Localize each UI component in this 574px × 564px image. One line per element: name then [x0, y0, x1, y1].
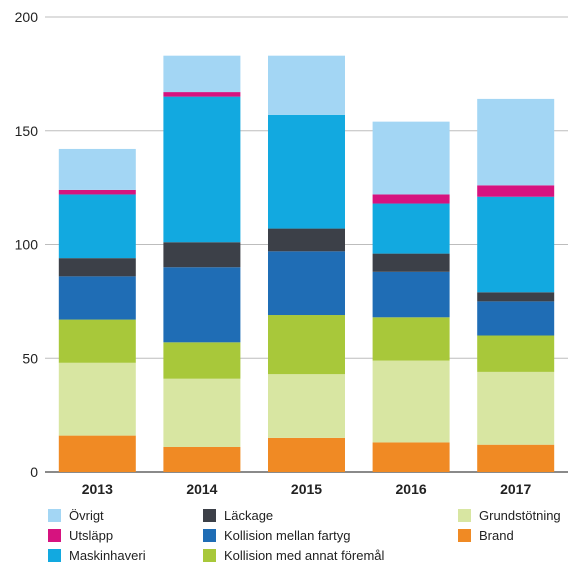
- bar-2013-övrigt: [58, 148, 136, 190]
- bar-2013-kollision-med-annat-föremål: [58, 319, 136, 363]
- bar-2013-grundstötning: [58, 362, 136, 436]
- bar-2015-maskinhaveri: [268, 114, 345, 229]
- x-tick-label-2013: 2013: [82, 481, 113, 497]
- x-tick-label-2014: 2014: [186, 481, 217, 497]
- bars: [58, 55, 555, 472]
- legend-swatch-brand: [458, 529, 471, 542]
- y-tick-label-150: 150: [15, 123, 39, 139]
- bar-2014-utsläpp: [163, 92, 241, 97]
- bar-2016-maskinhaveri: [372, 203, 450, 254]
- bar-2013-kollision-mellan-fartyg: [58, 276, 136, 320]
- legend-swatch-maskinhaveri: [48, 549, 61, 562]
- bar-2017-övrigt: [477, 98, 555, 186]
- bar-2016-utsläpp: [372, 194, 450, 204]
- bar-2015-kollision-mellan-fartyg: [268, 251, 345, 316]
- bar-2016-brand: [372, 442, 450, 472]
- bar-2014-maskinhaveri: [163, 96, 241, 243]
- legend-item-brand: Brand: [458, 528, 514, 543]
- bar-2017-läckage: [477, 292, 555, 302]
- bar-2013-brand: [58, 435, 136, 472]
- legend-swatch-kollision-fartyg: [203, 529, 216, 542]
- legend-swatch-grundstotning: [458, 509, 471, 522]
- bar-2015-brand: [268, 437, 345, 472]
- y-tick-label-200: 200: [15, 9, 39, 25]
- legend-item-kollision-fartyg: Kollision mellan fartyg: [203, 528, 350, 543]
- legend-label-kollision-foremal: Kollision med annat föremål: [224, 548, 385, 563]
- x-axis-ticks: 2013 2014 2015 2016 2017: [82, 481, 532, 497]
- bar-2014-läckage: [163, 242, 241, 268]
- bar-2016-kollision-mellan-fartyg: [372, 271, 450, 318]
- legend-swatch-lackage: [203, 509, 216, 522]
- bar-2015-kollision-med-annat-föremål: [268, 315, 345, 375]
- legend-swatch-utslapp: [48, 529, 61, 542]
- y-tick-label-50: 50: [22, 350, 38, 366]
- y-axis-ticks: 0 50 100 150 200: [15, 9, 39, 480]
- legend-label-lackage: Läckage: [224, 508, 274, 523]
- legend-label-ovrigt: Övrigt: [69, 508, 104, 523]
- y-tick-label-100: 100: [15, 237, 39, 253]
- bar-2017-grundstötning: [477, 371, 555, 445]
- bar-2014-övrigt: [163, 55, 241, 93]
- x-tick-label-2017: 2017: [500, 481, 531, 497]
- legend-item-grundstotning: Grundstötning: [458, 508, 561, 523]
- legend-swatch-kollision-foremal: [203, 549, 216, 562]
- x-tick-label-2016: 2016: [396, 481, 427, 497]
- bar-2017-kollision-med-annat-föremål: [477, 335, 555, 372]
- legend-label-grundstotning: Grundstötning: [479, 508, 561, 523]
- stacked-bar-chart: 0 50 100 150 200 2013 2014 2015 2016 2017: [15, 9, 568, 497]
- bar-2016-grundstötning: [372, 360, 450, 443]
- legend-label-maskinhaveri: Maskinhaveri: [69, 548, 146, 563]
- bar-2017-maskinhaveri: [477, 196, 555, 293]
- bar-2013-utsläpp: [58, 189, 136, 195]
- legend-label-kollision-fartyg: Kollision mellan fartyg: [224, 528, 351, 543]
- bar-2013-maskinhaveri: [58, 194, 136, 259]
- legend-swatch-ovrigt: [48, 509, 61, 522]
- legend-item-utslapp: Utsläpp: [48, 528, 113, 543]
- bar-2016-läckage: [372, 253, 450, 272]
- bar-2013-läckage: [58, 258, 136, 277]
- legend-item-maskinhaveri: Maskinhaveri: [48, 548, 146, 563]
- bar-2016-övrigt: [372, 121, 450, 195]
- bar-2016-kollision-med-annat-föremål: [372, 317, 450, 361]
- bar-2014-kollision-mellan-fartyg: [163, 267, 241, 343]
- bar-2015-övrigt: [268, 55, 345, 115]
- x-tick-label-2015: 2015: [291, 481, 322, 497]
- legend-label-utslapp: Utsläpp: [69, 528, 114, 543]
- bar-2014-grundstötning: [163, 378, 241, 447]
- bar-2014-kollision-med-annat-föremål: [163, 342, 241, 379]
- legend-item-ovrigt: Övrigt: [48, 508, 104, 523]
- y-tick-label-0: 0: [30, 464, 38, 480]
- legend-label-brand: Brand: [479, 528, 514, 543]
- bar-2017-brand: [477, 444, 555, 472]
- bar-2017-kollision-mellan-fartyg: [477, 301, 555, 336]
- bar-2015-läckage: [268, 228, 345, 252]
- legend-item-lackage: Läckage: [203, 508, 273, 523]
- bar-2017-utsläpp: [477, 185, 555, 197]
- bar-2014-brand: [163, 446, 241, 472]
- legend-item-kollision-foremal: Kollision med annat föremål: [203, 548, 384, 563]
- bar-2015-grundstötning: [268, 374, 345, 438]
